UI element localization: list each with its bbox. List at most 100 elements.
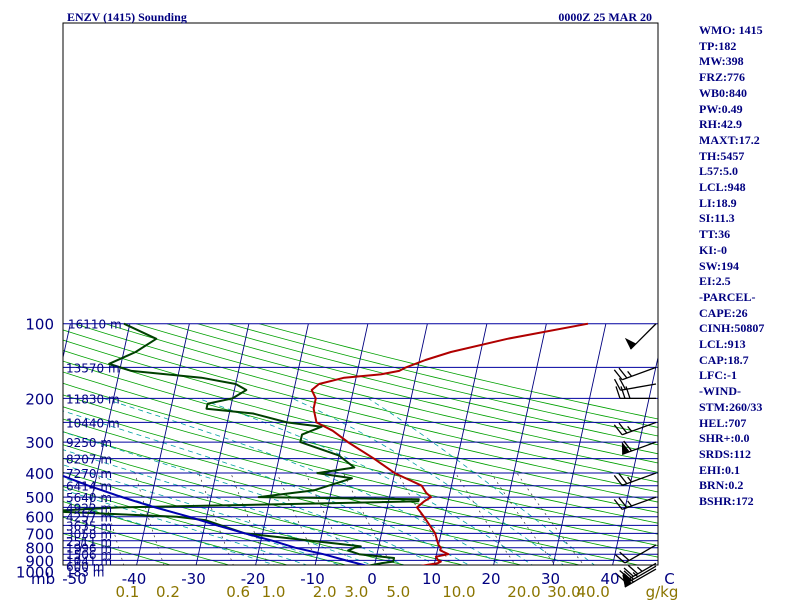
- height-label: 16110 m: [68, 318, 122, 332]
- index-item: SI:11.3: [699, 211, 735, 226]
- temperature-tick-label: 30: [541, 570, 560, 588]
- index-item: WMO: 1415: [699, 23, 763, 37]
- temperature-tick-label: 0: [367, 570, 377, 588]
- mixing-ratio-label: 0.2: [156, 583, 180, 600]
- wind-barb: [622, 568, 657, 588]
- height-label: 600 m: [66, 560, 104, 574]
- mixing-ratio-label: 10.0: [442, 583, 475, 600]
- index-item: MAXT:17.2: [699, 132, 760, 147]
- dry-adiabat: [63, 532, 172, 565]
- moist-adiabat: [197, 398, 533, 565]
- isotherm: [0, 324, 11, 577]
- mixing-ratio-label: 5.0: [386, 583, 410, 600]
- height-label: 9250 m: [66, 436, 112, 450]
- temperature-tick-label: -10: [300, 570, 325, 588]
- mixing-ratio-unit-label: g/kg: [646, 583, 679, 600]
- moist-adiabat: [63, 499, 277, 565]
- pressure-unit-label: mb: [31, 570, 55, 588]
- grid-lines: [0, 323, 658, 577]
- height-label: 11830 m: [66, 392, 120, 406]
- index-item: PW:0.49: [699, 101, 743, 116]
- pressure-tick-label: 500: [25, 489, 54, 507]
- height-label: 1041 m: [66, 554, 112, 568]
- temperature-tick-label: 10: [422, 570, 441, 588]
- dry-adiabat: [63, 431, 582, 565]
- moist-adiabat: [63, 489, 308, 565]
- dry-adiabat: [105, 323, 658, 464]
- moist-adiabat: [292, 398, 565, 565]
- height-label: 3635 m: [66, 519, 112, 533]
- moist-adiabat: [63, 464, 373, 565]
- height-label: 13570 m: [66, 361, 120, 375]
- temperature-tick-label: -30: [181, 570, 206, 588]
- index-item: TT:36: [699, 227, 731, 242]
- index-item: LFC:-1: [699, 368, 737, 383]
- mixing-ratio-line: [134, 472, 165, 565]
- dry-adiabat: [166, 323, 658, 446]
- index-item: EHI:0.1: [699, 462, 741, 477]
- moist-adiabat: [63, 449, 406, 565]
- height-label: 10440 m: [66, 416, 120, 430]
- index-item: TP:182: [699, 38, 737, 53]
- profile-line-0: [310, 322, 589, 565]
- index-item: RH:42.9: [699, 117, 742, 132]
- pressure-tick-label: 400: [25, 465, 54, 483]
- wind-barb: [621, 440, 657, 455]
- wind-barb: [613, 496, 657, 511]
- mixing-ratio-label: 30.0: [547, 583, 580, 600]
- dry-adiabat: [63, 471, 406, 565]
- dry-adiabat: [63, 382, 658, 535]
- dry-adiabat: [63, 329, 658, 483]
- mixing-ratio-label: 3.0: [344, 583, 368, 600]
- dry-adiabat: [63, 418, 640, 565]
- chart-profiles: [63, 322, 589, 565]
- mixing-ratio-line: [516, 472, 585, 565]
- height-label: 3058 m: [66, 527, 112, 541]
- index-item: HEL:707: [699, 415, 747, 430]
- index-item: CAP:18.7: [699, 352, 749, 367]
- index-item: LI:18.9: [699, 195, 737, 210]
- dry-adiabat: [63, 406, 658, 558]
- index-item: MW:398: [699, 54, 744, 69]
- index-item: LCL:913: [699, 337, 746, 352]
- indices-panel: WMO: 1415 TP:182 MW:398 FRZ:776 WB0:840 PW:0.…: [699, 23, 799, 510]
- height-label: 4257 m: [66, 511, 112, 525]
- dry-adiabat: [197, 323, 658, 437]
- dry-adiabat: [63, 371, 658, 524]
- plot-frame: [62, 22, 659, 566]
- wind-barb: [613, 421, 657, 436]
- profile-line-1: [63, 322, 420, 565]
- isotherm: [612, 355, 658, 565]
- index-item: CINH:50807: [699, 321, 765, 336]
- pressure-tick-label: 800: [25, 540, 54, 558]
- index-item: WB0:840: [699, 85, 747, 100]
- index-item: KI:-0: [699, 242, 727, 257]
- index-item: CAPE:26: [699, 305, 748, 320]
- isotherm: [374, 323, 428, 565]
- height-label: 7270 m: [66, 467, 112, 481]
- axis-labels: 16110 m 13570 m 11830 m 10440 m 9250 m 8207 m…: [16, 316, 679, 600]
- wind-barbs: [613, 323, 657, 588]
- isotherm: [195, 323, 250, 565]
- wind-barb: [613, 472, 657, 486]
- dry-adiabat: [228, 323, 658, 428]
- profile-line-2: [63, 474, 368, 565]
- index-item: SRDS:112: [699, 446, 752, 461]
- temperature-tick-label: -20: [241, 570, 266, 588]
- pressure-tick-label: 900: [25, 552, 54, 570]
- dry-adiabat: [63, 516, 231, 565]
- moist-adiabat: [368, 398, 595, 565]
- isotherm: [493, 323, 547, 565]
- height-label: 183 m: [66, 566, 104, 580]
- chart-title: ENZV (1415) Sounding: [67, 10, 187, 24]
- chart-grid: [0, 22, 659, 577]
- temperature-tick-label: C: [664, 570, 674, 588]
- isotherm: [76, 323, 131, 565]
- temperature-tick-label: -50: [62, 570, 87, 588]
- wind-barb: [613, 377, 657, 391]
- height-label: 1996 m: [66, 542, 112, 556]
- height-label: 8207 m: [66, 453, 112, 467]
- temperature-tick-label: 20: [481, 570, 500, 588]
- height-label: 5640 m: [66, 491, 112, 505]
- mixing-ratio-line: [455, 472, 516, 565]
